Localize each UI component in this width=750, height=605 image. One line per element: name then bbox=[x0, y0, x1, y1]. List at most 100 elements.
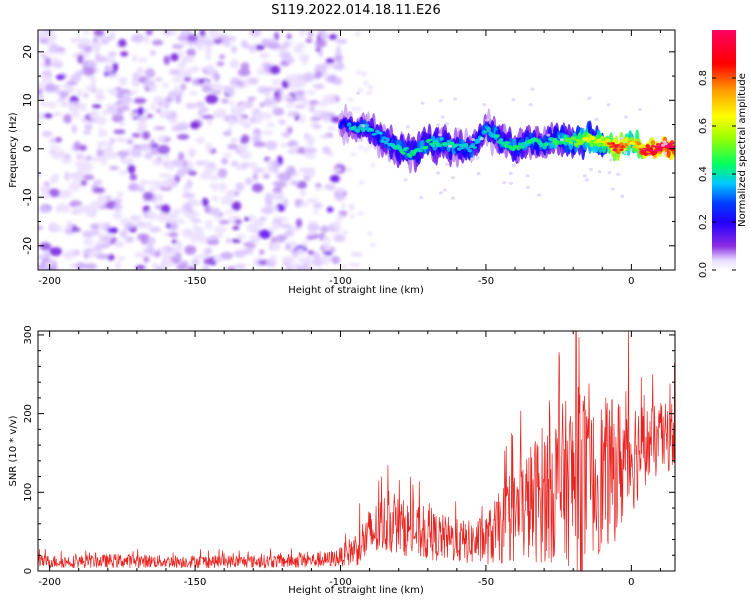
heatmap-noise-blob bbox=[63, 153, 71, 161]
heatmap-noise-blob bbox=[169, 223, 179, 232]
heatmap-signal-cell bbox=[566, 137, 572, 143]
heatmap-noise-blob bbox=[38, 94, 44, 101]
heatmap-signal-cell bbox=[654, 145, 659, 148]
heatmap-noise-blob bbox=[296, 147, 306, 154]
heatmap-signal-speck bbox=[511, 98, 516, 102]
heatmap-noise-blob bbox=[293, 45, 304, 54]
heatmap-noise-blob bbox=[315, 47, 321, 53]
heatmap-noise-blob bbox=[311, 258, 323, 267]
heatmap-signal-speck bbox=[588, 167, 593, 171]
heatmap-noise-blob bbox=[137, 116, 148, 122]
heatmap-noise-blob bbox=[241, 162, 248, 168]
heatmap-noise-blob bbox=[201, 106, 209, 113]
heatmap-signal-speck bbox=[546, 133, 551, 137]
heatmap-signal-cell bbox=[607, 142, 612, 146]
colorbar-gradient bbox=[712, 30, 736, 270]
heatmap-noise-blob bbox=[235, 182, 245, 192]
heatmap-noise-blob bbox=[163, 30, 171, 37]
heatmap-noise-blob bbox=[121, 158, 134, 163]
heatmap-noise-blob bbox=[131, 148, 142, 158]
heatmap-signal-speck bbox=[419, 195, 424, 200]
heatmap-noise-blob bbox=[307, 231, 317, 236]
heatmap-signal-cell bbox=[668, 145, 673, 149]
heatmap-signal-cell bbox=[626, 142, 631, 146]
heatmap-noise-blob bbox=[156, 212, 169, 223]
heatmap-noise-blob bbox=[350, 214, 355, 218]
heatmap-noise-blob bbox=[219, 54, 226, 60]
heatmap-noise-blob bbox=[245, 177, 253, 185]
heatmap-noise-blob bbox=[49, 188, 60, 198]
heatmap-noise-blob bbox=[326, 206, 334, 213]
heatmap-noise-blob bbox=[201, 115, 215, 120]
heatmap-signal-cell bbox=[341, 119, 347, 124]
heatmap-noise-blob bbox=[243, 78, 250, 88]
heatmap-noise-blob bbox=[158, 173, 171, 178]
heatmap-noise-blob bbox=[253, 141, 266, 147]
heatmap-signal-cell bbox=[575, 138, 581, 143]
heatmap-noise-blob bbox=[184, 245, 197, 255]
heatmap-noise-blob bbox=[144, 152, 153, 160]
heatmap-noise-blob bbox=[341, 203, 346, 208]
heatmap-signal-cell bbox=[655, 143, 661, 146]
heatmap-signal-speck bbox=[444, 162, 449, 166]
heatmap-noise-blob bbox=[363, 147, 369, 152]
heatmap-noise-blob bbox=[257, 219, 264, 227]
heatmap-noise-blob bbox=[105, 67, 114, 74]
heatmap-signal-speck bbox=[584, 178, 589, 182]
heatmap-noise-blob bbox=[93, 30, 105, 37]
heatmap-noise-blob bbox=[242, 121, 252, 130]
heatmap-noise-blob bbox=[134, 252, 147, 258]
heatmap-noise-blob bbox=[366, 91, 372, 95]
heatmap-noise-blob bbox=[85, 85, 95, 92]
heatmap-noise-blob bbox=[106, 143, 113, 151]
heatmap-noise-blob bbox=[164, 97, 174, 102]
heatmap-noise-blob bbox=[49, 247, 63, 257]
heatmap-noise-blob bbox=[247, 96, 257, 102]
heatmap-noise-blob bbox=[39, 206, 51, 214]
spectrogram-x-tick-label: -150 bbox=[184, 276, 207, 287]
snr-y-tick-label: 200 bbox=[23, 404, 34, 423]
heatmap-signal-speck bbox=[609, 158, 613, 162]
heatmap-noise-blob bbox=[49, 138, 57, 143]
heatmap-noise-blob bbox=[78, 102, 87, 112]
heatmap-noise-blob bbox=[138, 222, 151, 229]
heatmap-noise-blob bbox=[247, 77, 259, 85]
heatmap-noise-blob bbox=[40, 52, 47, 59]
heatmap-signal-speck bbox=[438, 191, 443, 195]
heatmap-noise-blob bbox=[108, 73, 119, 78]
spectrogram-x-ticks: -200 -150 -100 -50 0 bbox=[38, 30, 661, 287]
heatmap-noise-blob bbox=[224, 209, 234, 214]
heatmap-noise-blob bbox=[268, 65, 281, 75]
heatmap-noise-blob bbox=[150, 102, 157, 112]
heatmap-signal-cell bbox=[643, 152, 649, 157]
heatmap-noise-blob bbox=[90, 76, 97, 86]
heatmap-signal-speck bbox=[607, 171, 612, 175]
heatmap-noise-blob bbox=[195, 136, 205, 144]
heatmap-signal-cell bbox=[464, 142, 469, 148]
heatmap-noise-blob bbox=[203, 80, 209, 86]
heatmap-signal-speck bbox=[623, 151, 628, 155]
heatmap-signal-cell bbox=[636, 142, 642, 146]
heatmap-noise-blob bbox=[131, 133, 141, 138]
heatmap-noise-blob bbox=[223, 131, 232, 137]
heatmap-noise-blob bbox=[197, 41, 203, 52]
heatmap-signal-cell bbox=[423, 145, 429, 150]
spectrogram-x-axis-label: Height of straight line (km) bbox=[288, 285, 424, 296]
heatmap-noise-blob bbox=[73, 227, 81, 232]
heatmap-noise-blob bbox=[296, 265, 308, 270]
heatmap-noise-blob bbox=[256, 67, 266, 76]
heatmap-noise-blob bbox=[174, 252, 182, 262]
heatmap-noise-blob bbox=[205, 236, 218, 241]
heatmap-noise-blob bbox=[233, 249, 246, 258]
heatmap-signal-cell bbox=[457, 147, 462, 151]
heatmap-noise-blob bbox=[92, 37, 98, 43]
heatmap-noise-blob bbox=[303, 169, 316, 179]
heatmap-noise-blob bbox=[162, 251, 170, 261]
heatmap-noise-blob bbox=[187, 67, 201, 72]
heatmap-noise-blob bbox=[81, 155, 87, 161]
heatmap-noise-blob bbox=[226, 189, 235, 197]
heatmap-noise-blob bbox=[298, 54, 310, 63]
heatmap-noise-blob bbox=[213, 110, 224, 118]
spectrogram-y-axis-label: Frequency (Hz) bbox=[8, 112, 19, 188]
